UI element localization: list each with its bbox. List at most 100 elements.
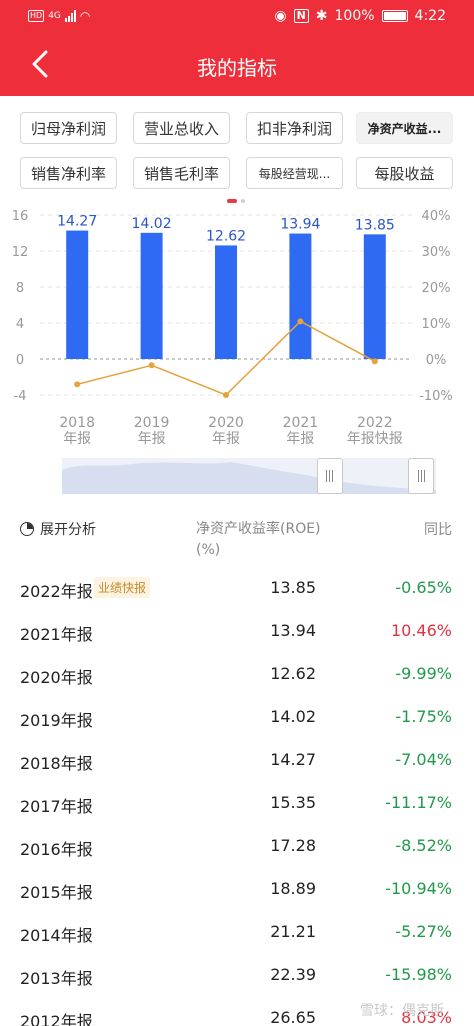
row-roe-value: 17.28 bbox=[270, 836, 316, 855]
y-tick-label: 0 bbox=[16, 353, 24, 368]
table-row[interactable]: 2017年报 15.35 -11.17% bbox=[0, 783, 474, 826]
row-roe-value: 13.85 bbox=[270, 578, 316, 597]
row-yoy-change: 10.46% bbox=[390, 621, 452, 640]
page-dot-active bbox=[227, 199, 237, 203]
metric-button[interactable]: 归母净利润 bbox=[20, 112, 117, 144]
signal-icon bbox=[64, 10, 76, 22]
row-yoy-change: -7.04% bbox=[395, 750, 452, 769]
y2-tick-label: 30% bbox=[422, 245, 451, 260]
app-header: HD 4G ◠ ◉ N ✱ 100% 4:22 我的指标 bbox=[0, 0, 474, 96]
table-row[interactable]: 2016年报 17.28 -8.52% bbox=[0, 826, 474, 869]
row-yoy-change: -10.94% bbox=[385, 879, 452, 898]
x-tick-label: 2019 bbox=[134, 415, 170, 431]
row-yoy-change: -1.75% bbox=[395, 707, 452, 726]
pie-chart-icon bbox=[20, 522, 34, 536]
table-row[interactable]: 2014年报 21.21 -5.27% bbox=[0, 912, 474, 955]
chevron-left-icon bbox=[32, 50, 48, 78]
bar-value-label: 14.27 bbox=[57, 214, 97, 230]
column-header-roe: 净资产收益率(ROE)(%) bbox=[196, 521, 321, 558]
column-header-yoy: 同比 bbox=[424, 522, 452, 538]
y-tick-label: 12 bbox=[12, 245, 29, 260]
row-period: 2019年报 bbox=[20, 711, 93, 730]
table-row[interactable]: 2018年报 14.27 -7.04% bbox=[0, 740, 474, 783]
zoom-preview-area bbox=[62, 462, 436, 494]
wifi-icon: ◠ bbox=[79, 9, 91, 23]
metric-button[interactable]: 营业总收入 bbox=[133, 112, 230, 144]
y-tick-label: 8 bbox=[16, 281, 24, 296]
table-row[interactable]: 2021年报 13.94 10.46% bbox=[0, 611, 474, 654]
bar bbox=[289, 233, 312, 359]
yoy-point bbox=[223, 391, 229, 398]
row-roe-value: 18.89 bbox=[270, 879, 316, 898]
x-tick-label: 年报 bbox=[63, 431, 91, 447]
x-tick-label: 年报 bbox=[138, 431, 166, 447]
metric-button[interactable]: 销售毛利率 bbox=[133, 157, 230, 189]
x-tick-label: 2021 bbox=[283, 415, 319, 431]
express-report-badge: 业绩快报 bbox=[94, 577, 151, 598]
page-title: 我的指标 bbox=[197, 56, 277, 80]
status-bar: HD 4G ◠ ◉ N ✱ 100% 4:22 bbox=[0, 0, 474, 34]
clock: 4:22 bbox=[414, 8, 446, 24]
expand-analysis-button[interactable]: 展开分析 bbox=[20, 519, 96, 539]
row-roe-value: 26.65 bbox=[270, 1008, 316, 1026]
row-yoy-change: -0.65% bbox=[395, 578, 452, 597]
row-roe-value: 13.94 bbox=[270, 621, 316, 640]
row-roe-value: 14.27 bbox=[270, 750, 316, 769]
bar bbox=[140, 232, 163, 359]
bar bbox=[215, 245, 237, 359]
back-button[interactable] bbox=[26, 46, 56, 82]
table-row[interactable]: 2022年报 业绩快报 13.85 -0.65% bbox=[0, 568, 474, 611]
row-period: 2013年报 bbox=[20, 969, 93, 988]
row-yoy-change: -5.27% bbox=[395, 922, 452, 941]
eye-icon: ◉ bbox=[274, 8, 287, 24]
zoom-handle-right[interactable] bbox=[408, 458, 434, 494]
table-row[interactable]: 2020年报 12.62 -9.99% bbox=[0, 654, 474, 697]
page-indicator bbox=[227, 199, 245, 203]
y2-tick-label: 40% bbox=[422, 209, 451, 224]
bar-value-label: 12.62 bbox=[206, 228, 246, 244]
battery-percent: 100% bbox=[334, 8, 375, 24]
roe-chart: 1612840-440%30%20%10%0%-10%14.272018年报14… bbox=[12, 209, 453, 447]
y2-tick-label: -10% bbox=[419, 389, 453, 404]
page-dot bbox=[241, 199, 245, 203]
table-row[interactable]: 2019年报 14.02 -1.75% bbox=[0, 697, 474, 740]
bluetooth-icon: ✱ bbox=[315, 8, 328, 24]
row-yoy-change: -15.98% bbox=[385, 965, 452, 984]
yoy-point bbox=[297, 318, 304, 325]
x-tick-label: 2018 bbox=[59, 415, 95, 431]
nfc-icon: N bbox=[293, 9, 309, 23]
table-row[interactable]: 2012年报 26.65 8.03% bbox=[0, 998, 474, 1026]
row-period: 2012年报 bbox=[20, 1012, 93, 1026]
bar-value-label: 13.94 bbox=[280, 217, 320, 233]
y2-tick-label: 20% bbox=[422, 281, 451, 296]
y-tick-label: 16 bbox=[12, 209, 29, 224]
row-period: 2022年报 bbox=[20, 582, 93, 601]
y-tick-label: 4 bbox=[16, 317, 24, 332]
metric-button[interactable]: 扣非净利润 bbox=[246, 112, 343, 144]
y2-tick-label: 10% bbox=[422, 317, 451, 332]
table-header: 展开分析 净资产收益率(ROE)(%) 同比 bbox=[0, 515, 474, 565]
metric-button[interactable]: 销售净利率 bbox=[20, 157, 117, 189]
bar-value-label: 14.02 bbox=[132, 216, 172, 232]
row-period: 2014年报 bbox=[20, 926, 93, 945]
metric-button[interactable]: 净资产收益... bbox=[356, 112, 453, 144]
row-roe-value: 15.35 bbox=[270, 793, 316, 812]
chart-zoom-slider[interactable] bbox=[62, 458, 436, 494]
table-row[interactable]: 2015年报 18.89 -10.94% bbox=[0, 869, 474, 912]
zoom-handle-left[interactable] bbox=[316, 458, 343, 494]
bar bbox=[66, 230, 89, 359]
expand-analysis-label: 展开分析 bbox=[40, 522, 96, 538]
table-row[interactable]: 2013年报 22.39 -15.98% bbox=[0, 955, 474, 998]
row-yoy-change: -9.99% bbox=[395, 664, 452, 683]
x-tick-label: 2020 bbox=[208, 415, 244, 431]
row-roe-value: 21.21 bbox=[270, 922, 316, 941]
hd-badge: HD bbox=[28, 10, 45, 22]
metric-button[interactable]: 每股收益 bbox=[356, 157, 453, 189]
row-period: 2017年报 bbox=[20, 797, 93, 816]
row-period: 2018年报 bbox=[20, 754, 93, 773]
metric-button[interactable]: 每股经营现... bbox=[246, 157, 343, 189]
x-tick-label: 年报 bbox=[212, 431, 240, 447]
x-tick-label: 2022 bbox=[357, 415, 393, 431]
row-yoy-change: -11.17% bbox=[385, 793, 452, 812]
y2-tick-label: 0% bbox=[426, 353, 447, 368]
